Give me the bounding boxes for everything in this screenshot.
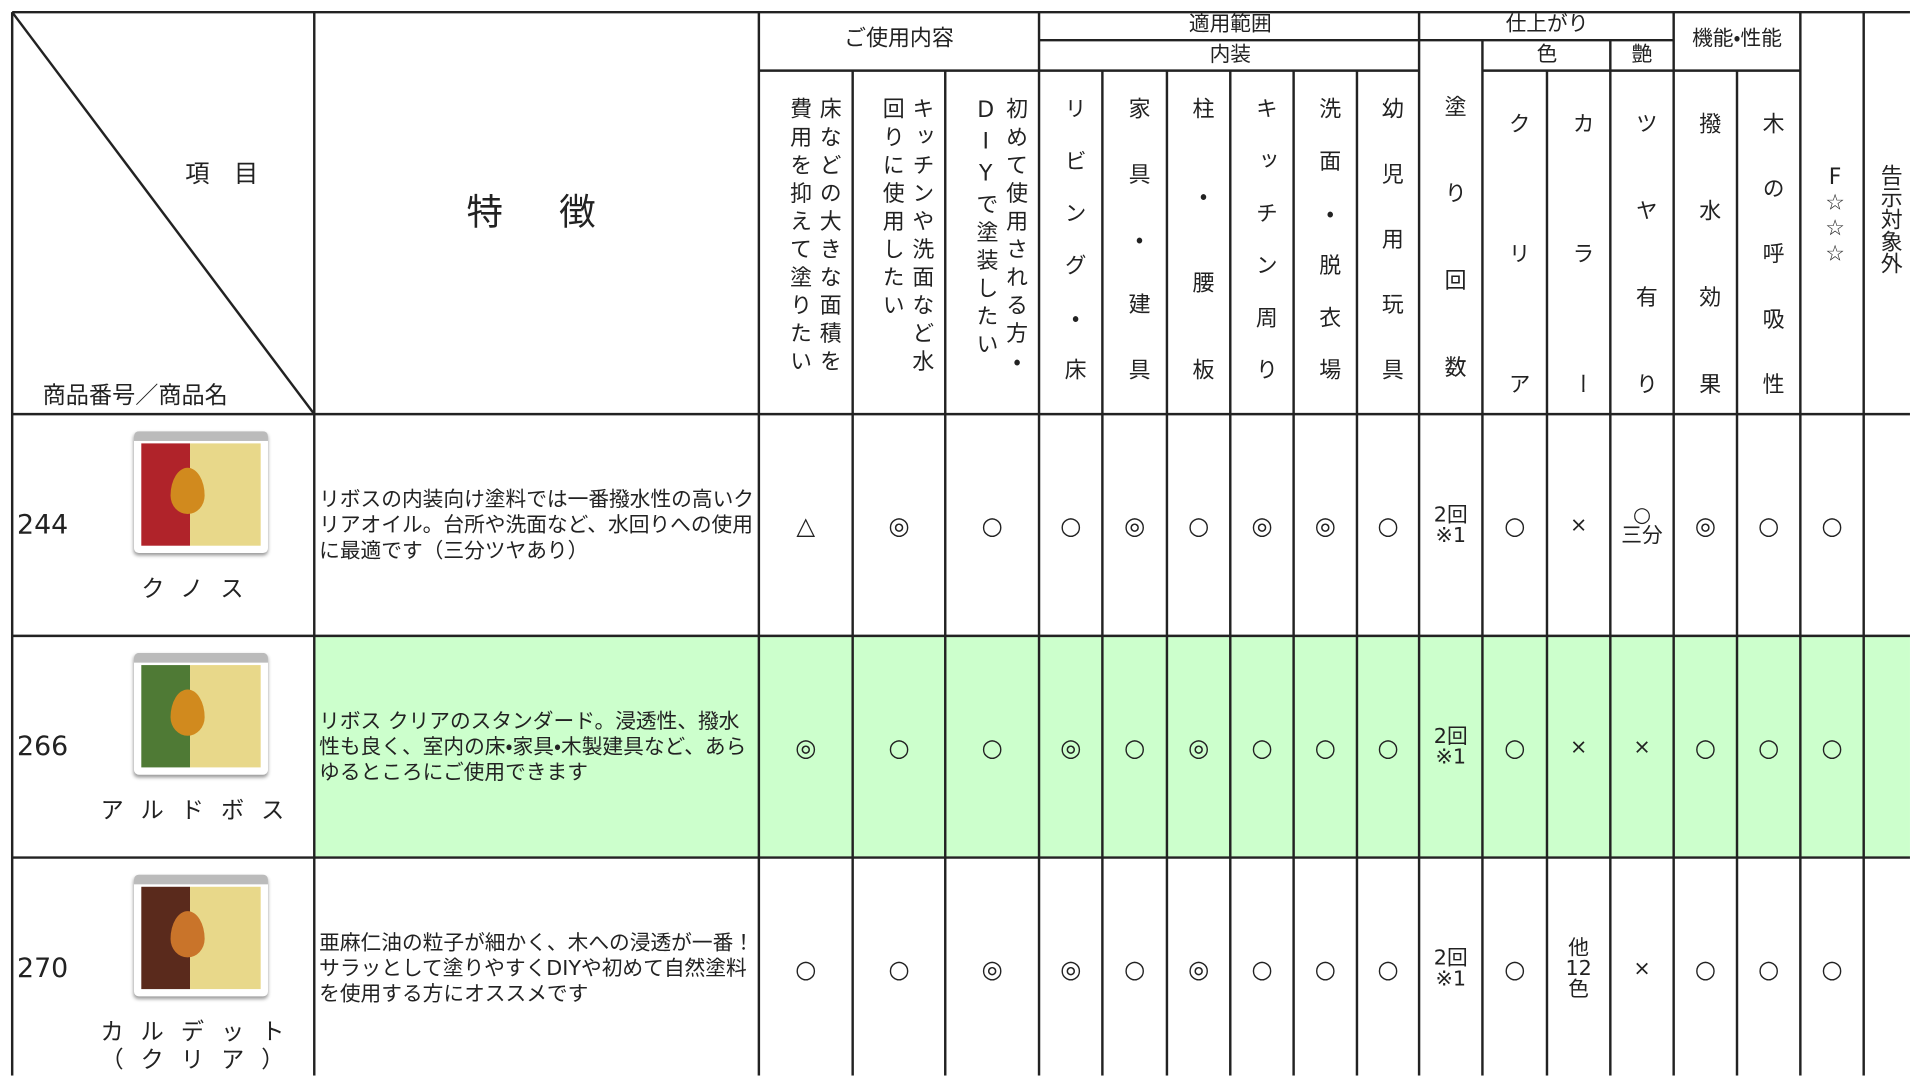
product-name: クノス (141, 575, 261, 603)
product-label: 商品番号／商品名 (42, 382, 228, 410)
cell: ○ (1124, 954, 1146, 984)
group-label: 内装 (1209, 42, 1251, 68)
cell: ◎ (981, 954, 1003, 984)
group-label: 色 (1536, 42, 1558, 68)
cell: ◎ (1251, 510, 1273, 541)
cell: ○ (1377, 732, 1399, 762)
column-header: 塗り回数 (1441, 95, 1467, 378)
cell: ○ (1251, 732, 1273, 762)
cell: × (1633, 956, 1651, 982)
column-header: 告示対象外 (1877, 164, 1903, 275)
cell: ○ (1251, 954, 1273, 984)
column-header: キッチンや洗面など水回りに使用したい (879, 97, 935, 378)
row-highlight (314, 635, 1910, 858)
cell: ○ (1124, 732, 1146, 762)
cell: ◎ (795, 732, 817, 762)
cell: ○ (1504, 732, 1526, 762)
cell: ◎ (1124, 510, 1146, 541)
cell: × (1569, 735, 1588, 760)
group-label: 機能・性能 (1692, 26, 1782, 52)
column-header: F☆☆☆ (1822, 164, 1848, 267)
product-number: 244 (17, 510, 69, 541)
cell: ○ (1694, 732, 1716, 762)
column-header: カラー (1568, 112, 1595, 395)
cell: ○ (888, 732, 910, 762)
column-header: 幼児用玩具 (1378, 97, 1404, 381)
feature-label: 特 徴 (466, 191, 606, 235)
cell: ◎ (888, 510, 910, 541)
column-header: 床などの大きな面積を費用を抑えて塗りたい (786, 97, 842, 378)
cell: ○ (1377, 510, 1399, 541)
cell: 他 12 色 (1565, 936, 1592, 1002)
column-header: 撥水効果 (1695, 112, 1722, 395)
cell: ○ (981, 510, 1003, 541)
cell: ○ (1694, 954, 1716, 984)
product-name: カルデット （クリア） (100, 1018, 302, 1074)
column-header: クリア (1504, 112, 1531, 395)
cell: ○ (1504, 954, 1526, 984)
cell: ○ (1314, 732, 1336, 762)
cell: ○ (1314, 954, 1336, 984)
cell: ◎ (1187, 954, 1210, 984)
cell: ◎ (1060, 732, 1082, 762)
cell: △ (796, 510, 816, 541)
cell: ○ (1821, 954, 1843, 984)
column-header: ツヤ有り (1632, 112, 1658, 395)
cell: ○ (888, 954, 910, 984)
product-description: リボスの内装向け塗料では一番撥水性の高いクリアオイル。台所や洗面など、水回りへの… (319, 487, 755, 564)
group-label: 適用範囲 (1188, 12, 1272, 37)
cell: ◎ (1694, 510, 1716, 541)
cell: ○ (1060, 510, 1082, 541)
product-description: 亜麻仁油の粒子が細かく、木への浸透が一番！サラッとして塗りやすくDIYや初めて自… (319, 931, 755, 1007)
group-label: 艶 (1631, 42, 1653, 68)
cell: ○ (795, 954, 817, 984)
group-label: 仕上がり (1505, 12, 1589, 37)
cell: ○ (1758, 732, 1780, 762)
cell: × (1633, 735, 1651, 760)
cell: ◎ (1187, 732, 1210, 762)
cell: × (1569, 513, 1588, 538)
cell: ○ (1758, 954, 1780, 984)
product-name: アルドボス (100, 797, 302, 825)
group-label: ご使用内容 (844, 26, 954, 52)
cell: 2回 ※1 (1433, 503, 1468, 549)
item-label: 項 目 (185, 158, 259, 189)
column-header: キッチン周り (1252, 97, 1278, 381)
product-image (133, 431, 268, 553)
cell: ○ (1377, 954, 1399, 984)
column-header: 木の呼吸性 (1758, 112, 1785, 395)
cell: ○ (1758, 510, 1780, 541)
column-header: 洗面・脱衣場 (1315, 97, 1342, 381)
cell: ◎ (1060, 954, 1082, 984)
column-header: 柱・腰板 (1188, 97, 1215, 381)
cell: 2回 ※1 (1433, 724, 1468, 770)
product-image (133, 652, 268, 775)
cell: ○ (1187, 510, 1210, 541)
product-description: リボス クリアのスタンダード。浸透性、撥水性も良く、室内の床・家具・木製建具など… (319, 709, 747, 786)
cell: ◎ (1314, 510, 1336, 541)
cell: ○ (1821, 732, 1843, 762)
cell: 2回 ※1 (1433, 946, 1468, 992)
cell: ○ (1504, 510, 1526, 541)
column-header: 家具・建具 (1124, 97, 1151, 381)
cell: ○ 三分 (1621, 503, 1663, 549)
cell: ○ (981, 732, 1003, 762)
column-header: 初めて使用される方・DIYで塗装したい (972, 97, 1029, 378)
product-number: 266 (17, 732, 69, 763)
product-number: 270 (17, 953, 69, 985)
cell: ○ (1821, 510, 1843, 541)
product-image (133, 874, 268, 997)
column-header: リビング・床 (1060, 97, 1087, 381)
